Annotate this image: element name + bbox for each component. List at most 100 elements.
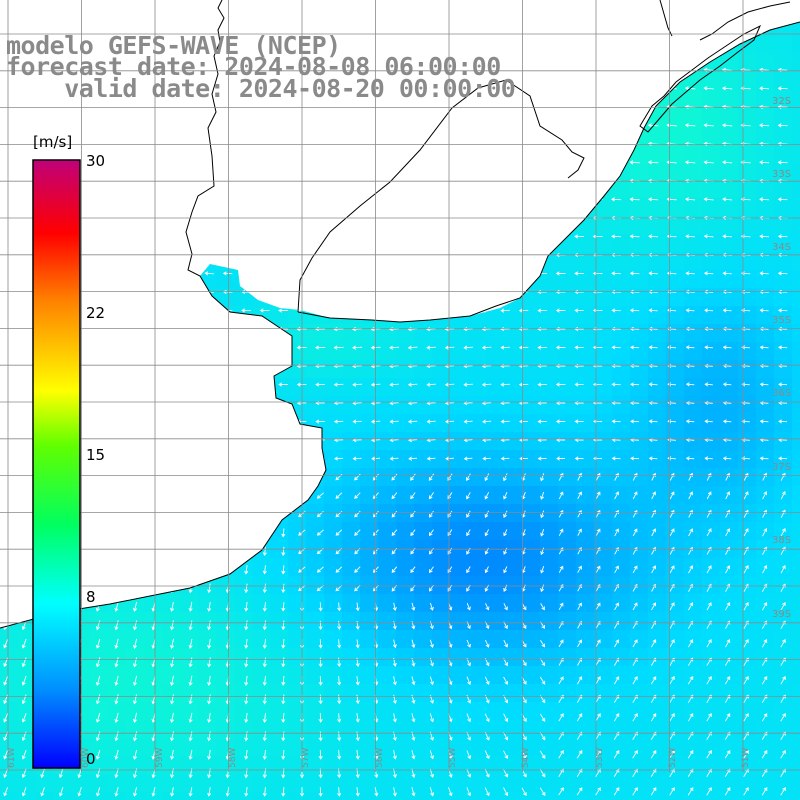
ocean-cell [594,414,613,433]
wind-arrow [555,382,566,387]
ocean-cell [630,90,649,109]
wind-arrow [725,583,731,592]
ocean-cell [288,702,307,721]
ocean-cell [180,216,199,235]
ocean-cell [432,450,451,469]
ocean-cell [756,612,775,631]
ocean-cell [486,360,505,379]
ocean-cell [180,648,199,667]
ocean-cell [504,144,523,163]
ocean-cell [774,108,793,127]
ocean-cell [126,288,145,307]
wind-arrow [170,787,175,797]
ocean-cell [108,450,127,469]
ocean-cell [90,378,109,397]
ocean-cell [234,450,253,469]
ocean-cell [468,396,487,415]
wind-arrow [632,713,638,722]
wind-arrow [188,787,193,797]
ocean-cell [684,576,703,595]
wind-arrow [574,456,584,461]
wind-arrow [444,234,455,239]
ocean-cell [342,0,361,19]
ocean-cell [252,180,271,199]
ocean-cell [648,702,667,721]
wind-arrow [780,565,786,574]
wind-arrow [592,234,603,239]
ocean-cell [720,666,739,685]
ocean-cell [360,468,379,487]
wind-arrow [132,583,138,594]
ocean-cell [702,72,721,91]
ocean-cell [432,576,451,595]
ocean-cell [18,108,37,127]
ocean-cell [180,684,199,703]
ocean-cell [90,360,109,379]
ocean-cell [270,504,289,523]
ocean-cell [270,378,289,397]
ocean-cell [306,684,325,703]
wind-arrow [167,141,177,146]
ocean-cell [252,594,271,613]
wind-arrow [685,363,695,368]
ocean-cell [594,72,613,91]
ocean-cell [234,774,253,793]
ocean-cell [342,666,361,685]
ocean-cell [216,144,235,163]
wind-arrow [244,749,249,760]
wind-arrow [114,786,119,797]
ocean-cell [378,270,397,289]
ocean-cell [234,180,253,199]
ocean-cell [630,36,649,55]
ocean-cell [738,108,757,127]
wind-arrow [225,528,230,538]
ocean-cell [396,504,415,523]
wind-arrow [3,565,9,575]
ocean-cell [108,720,127,739]
wind-arrow [352,160,362,165]
wind-arrow [335,566,343,573]
ocean-cell [342,504,361,523]
wind-arrow [669,491,675,500]
wind-arrow [500,234,510,239]
ocean-cell [252,648,271,667]
ocean-cell [792,756,800,775]
ocean-cell [558,648,577,667]
wind-arrow [685,419,695,424]
ocean-cell [504,108,523,127]
wind-arrow [130,456,140,461]
wind-arrow [132,601,138,612]
wind-arrow [188,509,193,520]
wind-arrow [391,566,398,573]
wind-arrow [540,510,545,519]
ocean-cell [396,648,415,667]
wind-arrow [648,197,659,202]
wind-arrow [389,105,399,110]
wind-arrow [777,308,788,313]
wind-arrow [262,509,267,520]
wind-arrow [780,602,786,611]
ocean-cell [558,594,577,613]
wind-arrow [685,271,695,276]
ocean-cell [108,774,127,793]
ocean-cell [792,396,800,415]
wind-arrow [743,750,749,759]
title-forecast-date: forecast date: 2024-08-08 06:00:00 [6,52,501,81]
wind-arrow [684,160,696,165]
ocean-cell [270,720,289,739]
wind-arrow [130,382,140,387]
wind-arrow [540,529,545,537]
ocean-cell [378,0,397,19]
wind-arrow [444,160,455,165]
ocean-cell [288,288,307,307]
ocean-cell [558,90,577,109]
wind-arrow [114,583,119,594]
wind-arrow [706,676,712,685]
wind-arrow [148,345,159,350]
wind-arrow [611,345,621,350]
ocean-cell [396,360,415,379]
ocean-cell [540,396,559,415]
ocean-cell [702,306,721,325]
ocean-cell [522,702,541,721]
wind-arrow [352,382,362,387]
